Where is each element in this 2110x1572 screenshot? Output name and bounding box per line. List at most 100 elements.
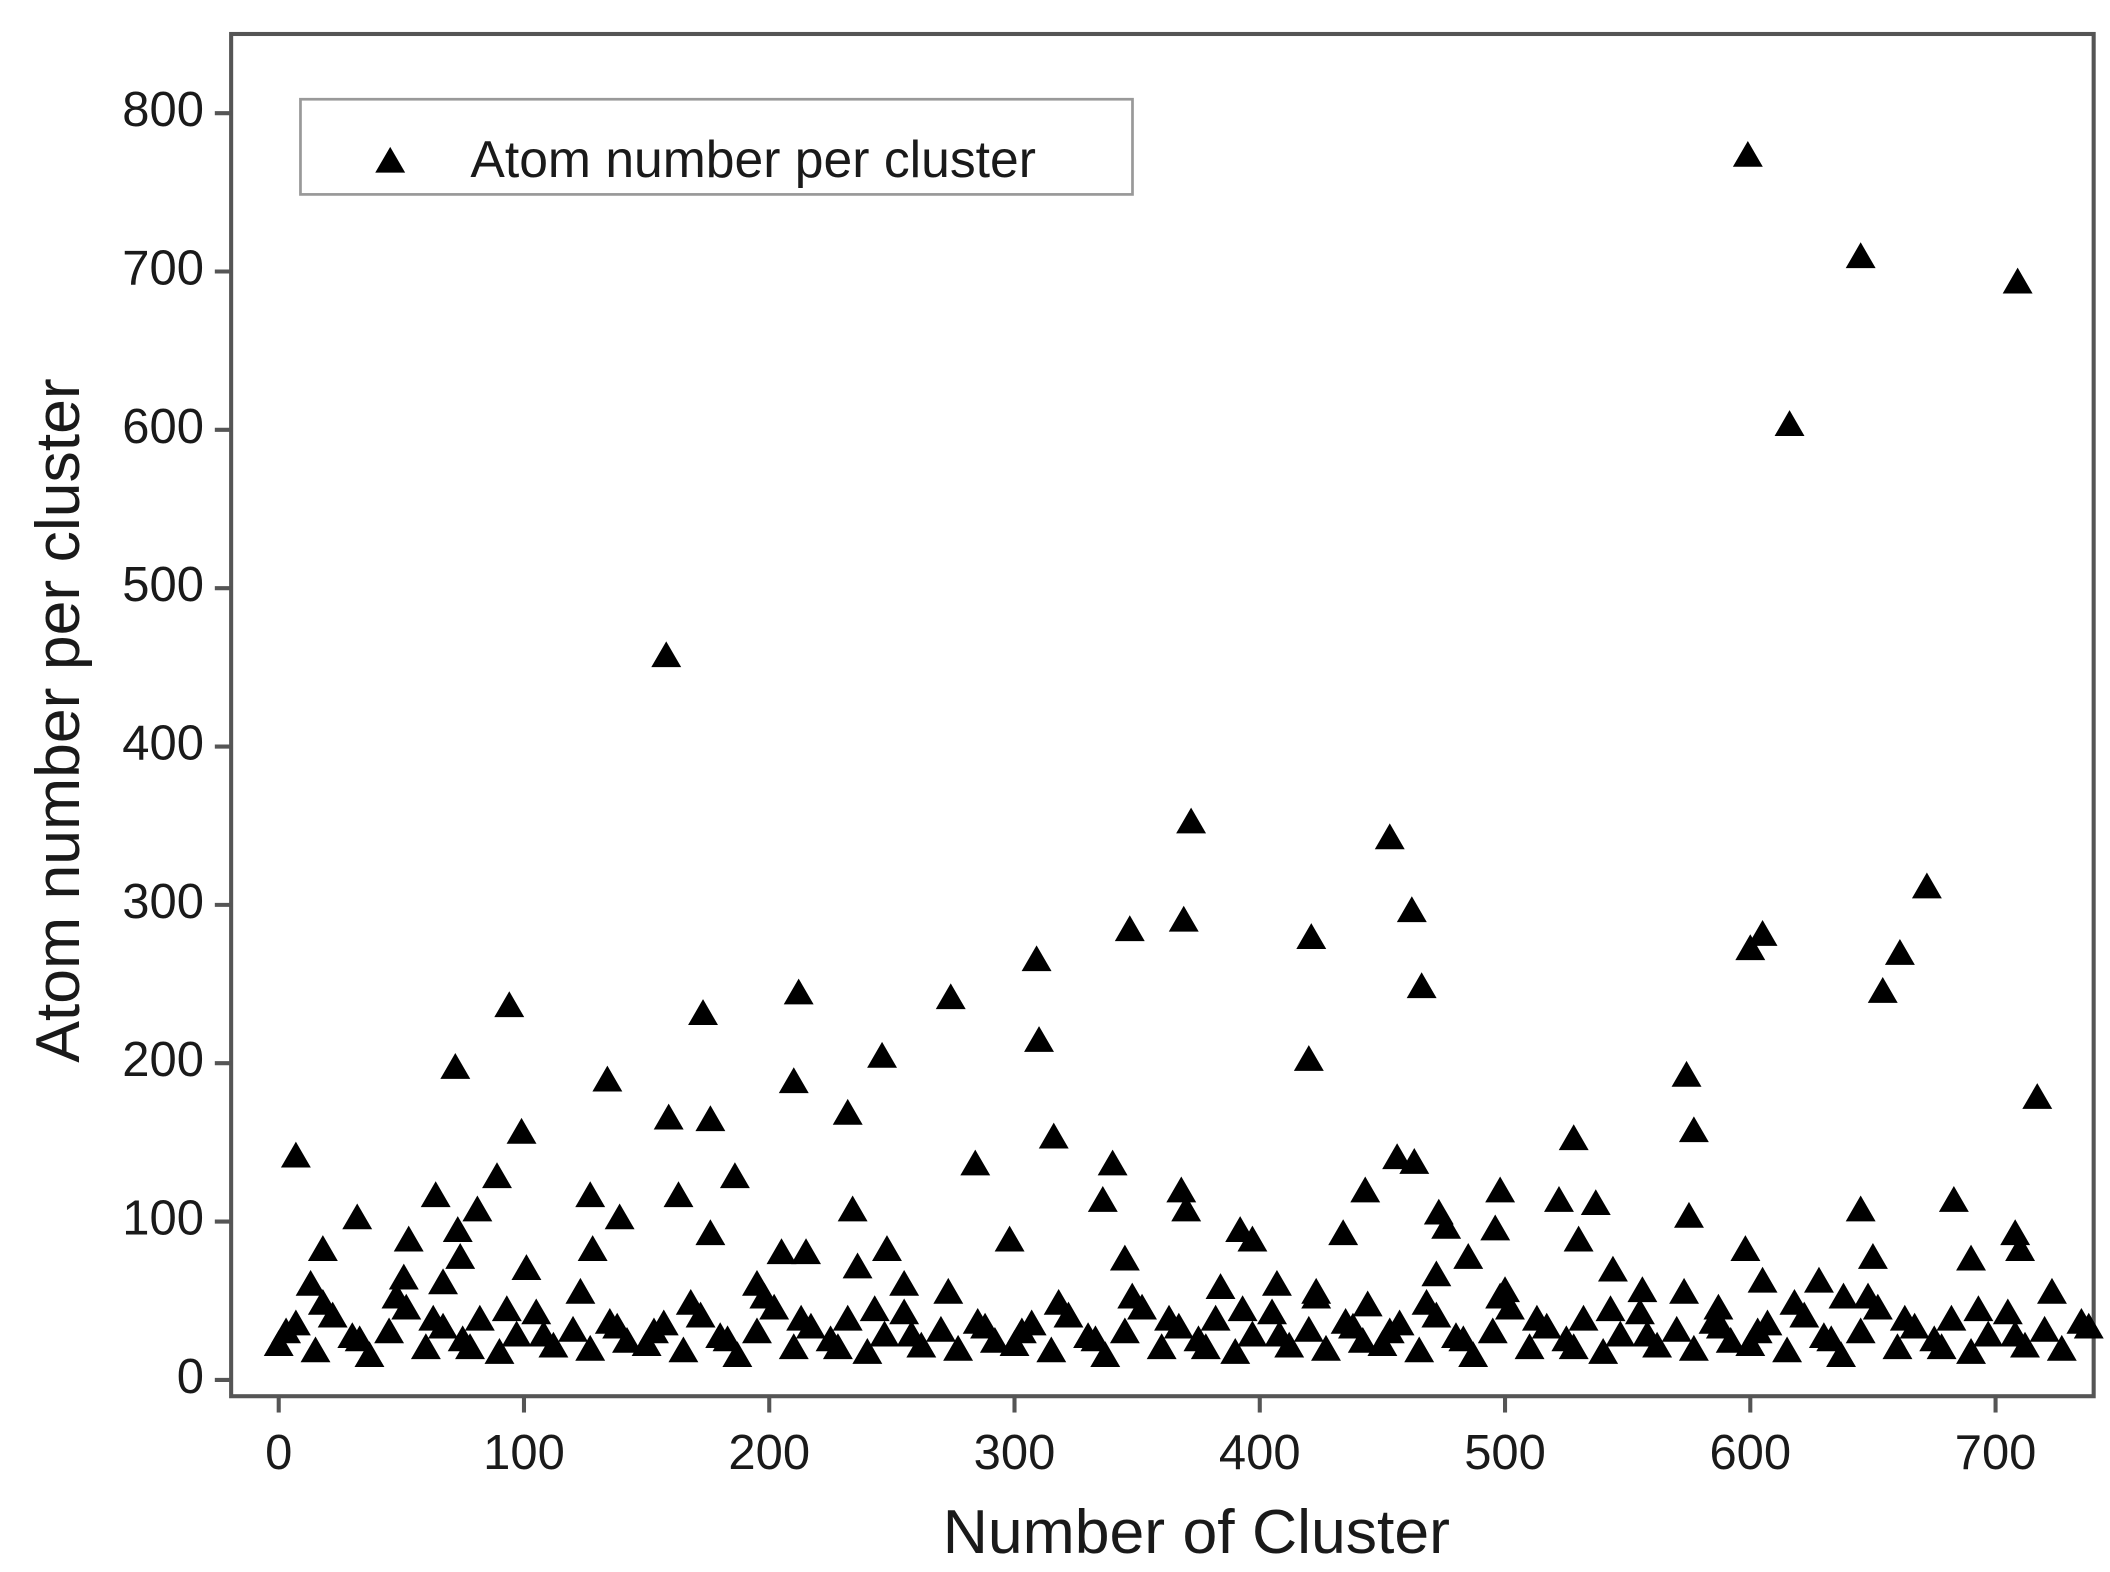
data-point <box>558 1315 588 1342</box>
data-point <box>837 1195 868 1222</box>
data-point <box>778 1067 809 1094</box>
data-point <box>1448 1325 1479 1352</box>
data-point <box>1237 1320 1268 1347</box>
data-point <box>1624 1298 1655 1325</box>
data-point <box>1936 1304 1967 1331</box>
data-point <box>1853 1282 1883 1309</box>
data-point <box>374 1317 405 1344</box>
data-point <box>1705 1312 1736 1339</box>
data-point <box>1421 1260 1452 1287</box>
data-point <box>1293 1045 1324 1071</box>
data-point <box>1804 1266 1834 1293</box>
data-point <box>1597 1255 1628 1282</box>
data-point <box>1845 1195 1876 1222</box>
data-point <box>592 1065 623 1092</box>
data-point <box>668 1336 699 1363</box>
data-point <box>577 1235 608 1261</box>
data-point <box>719 1162 750 1189</box>
y-tick-label: 0 <box>177 1350 204 1404</box>
data-point <box>1730 1235 1761 1261</box>
data-point <box>1558 1333 1589 1360</box>
data-point <box>307 1235 338 1261</box>
data-point <box>1514 1333 1545 1360</box>
data-point <box>1431 1212 1462 1239</box>
y-tick-label: 200 <box>122 1033 204 1087</box>
data-point <box>1190 1333 1221 1360</box>
data-point <box>528 1320 559 1347</box>
data-point <box>778 1333 809 1360</box>
y-tick-label: 400 <box>122 716 204 770</box>
data-point <box>695 1105 726 1132</box>
data-point <box>1350 1176 1381 1203</box>
data-point <box>491 1295 522 1322</box>
y-axis-label: Atom number per cluster <box>23 378 93 1062</box>
data-point <box>663 1181 694 1208</box>
data-point <box>2000 1320 2031 1347</box>
data-point <box>867 1041 898 1068</box>
data-point <box>1544 1186 1574 1212</box>
data-point <box>1568 1304 1599 1331</box>
data-point <box>1114 915 1145 942</box>
data-point <box>1043 1288 1074 1315</box>
data-point <box>822 1333 853 1360</box>
data-point <box>1458 1341 1489 1368</box>
data-point <box>1406 972 1437 999</box>
data-point <box>388 1263 419 1290</box>
x-tick-label: 300 <box>974 1426 1056 1480</box>
data-point <box>440 1053 471 1079</box>
data-point <box>300 1336 331 1363</box>
data-point <box>1973 1320 2004 1347</box>
data-point <box>2000 1219 2031 1246</box>
data-point <box>872 1235 902 1261</box>
data-point <box>1627 1276 1658 1303</box>
data-point <box>1956 1338 1986 1364</box>
data-point <box>749 1282 780 1309</box>
data-point <box>1671 1060 1702 1087</box>
data-point <box>575 1181 606 1208</box>
data-point <box>1168 905 1199 932</box>
data-point <box>842 1252 873 1279</box>
data-point <box>979 1326 1010 1353</box>
data-point <box>1154 1304 1184 1331</box>
data-point <box>393 1225 424 1252</box>
data-point <box>2046 1334 2077 1361</box>
data-point <box>1678 1334 1709 1361</box>
data-point <box>1264 1320 1295 1347</box>
data-point <box>1024 1026 1054 1052</box>
data-point <box>482 1162 512 1189</box>
data-point <box>653 1103 684 1130</box>
data-point <box>280 1141 311 1168</box>
data-point <box>464 1304 495 1331</box>
data-point <box>1480 1214 1511 1241</box>
data-point <box>1938 1186 1969 1212</box>
data-point <box>832 1304 863 1331</box>
data-point <box>1857 1243 1888 1269</box>
data-point <box>1090 1341 1121 1368</box>
data-point <box>1109 1317 1140 1344</box>
data-point <box>1678 1116 1709 1143</box>
data-point <box>420 1181 451 1208</box>
data-point <box>462 1195 493 1222</box>
data-point <box>1453 1243 1484 1269</box>
data-point <box>1396 896 1427 923</box>
data-point <box>1485 1282 1516 1309</box>
data-point <box>2029 1315 2060 1342</box>
legend-marker <box>375 146 406 173</box>
data-point <box>1036 1336 1067 1363</box>
data-point <box>1992 1298 2023 1325</box>
data-point <box>1399 1148 1430 1174</box>
data-point <box>869 1320 900 1347</box>
data-point <box>1747 920 1778 946</box>
data-point <box>889 1269 920 1296</box>
data-point <box>889 1298 920 1325</box>
data-point <box>783 978 814 1005</box>
x-tick-label: 600 <box>1709 1426 1791 1480</box>
data-point <box>1521 1304 1552 1331</box>
legend-box <box>299 97 1134 196</box>
data-point <box>1296 923 1327 950</box>
data-point <box>1176 807 1207 834</box>
data-point <box>565 1277 596 1304</box>
x-tick-label: 200 <box>728 1426 810 1480</box>
data-point <box>1661 1315 1692 1342</box>
